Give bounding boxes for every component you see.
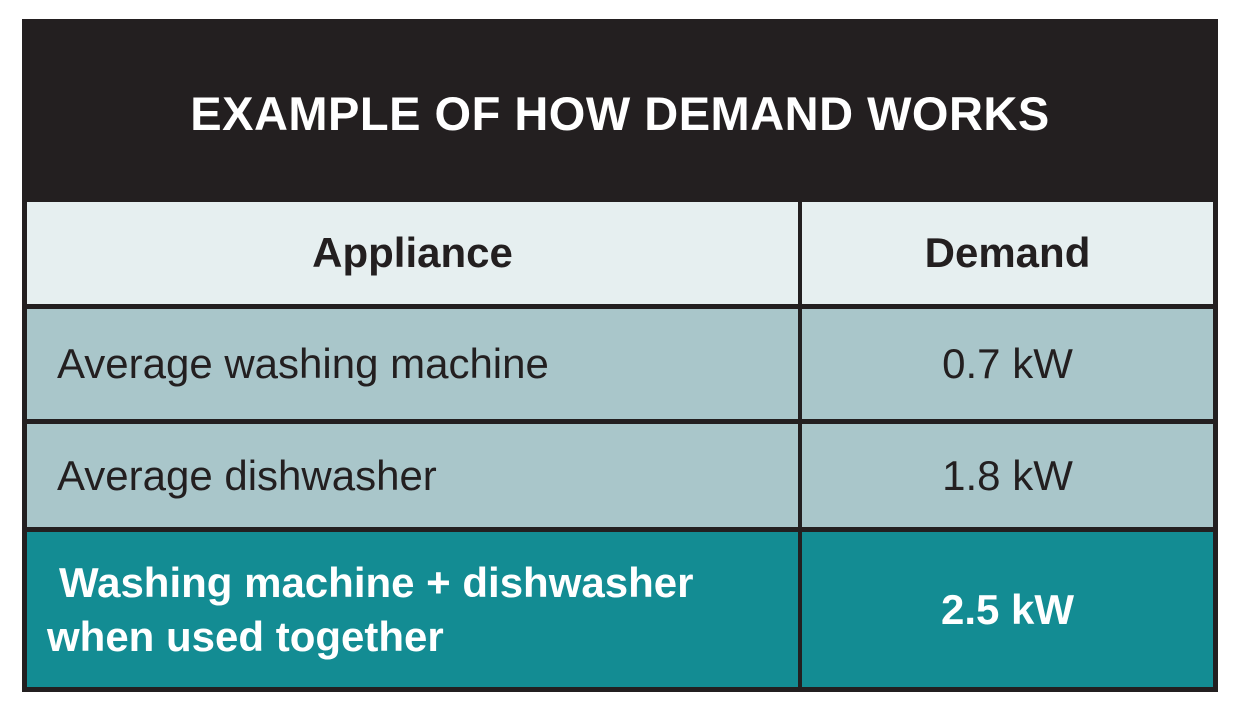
appliance-cell: Average dishwasher [57, 451, 437, 499]
total-appliance-line-2: when used together [47, 612, 444, 660]
demand-cell: 1.8 kW [942, 451, 1073, 499]
total-row-appliance: Washing machine + dishwasher when used t… [27, 532, 798, 687]
demand-table-card: EXAMPLE OF HOW DEMAND WORKS Appliance De… [22, 19, 1218, 692]
table-row-demand: 1.8 kW [802, 424, 1213, 527]
appliance-cell: Average washing machine [57, 340, 549, 387]
total-row-demand: 2.5 kW [802, 532, 1213, 687]
column-header-demand: Demand [802, 202, 1213, 304]
table-row-appliance: Average washing machine [27, 309, 798, 419]
table-row-appliance: Average dishwasher [27, 424, 798, 527]
column-header-appliance: Appliance [27, 202, 798, 304]
demand-cell: 0.7 kW [942, 340, 1073, 387]
column-header-demand-label: Demand [924, 229, 1091, 276]
total-appliance-line-1: Washing machine + dishwasher [59, 558, 694, 606]
title-bar: EXAMPLE OF HOW DEMAND WORKS [22, 19, 1218, 199]
table-row-demand: 0.7 kW [802, 309, 1213, 419]
column-header-appliance-label: Appliance [312, 229, 513, 276]
total-demand-cell: 2.5 kW [940, 585, 1075, 633]
table-title: EXAMPLE OF HOW DEMAND WORKS [190, 86, 1050, 140]
total-appliance-text: Washing machine + dishwasher when used t… [47, 556, 693, 664]
